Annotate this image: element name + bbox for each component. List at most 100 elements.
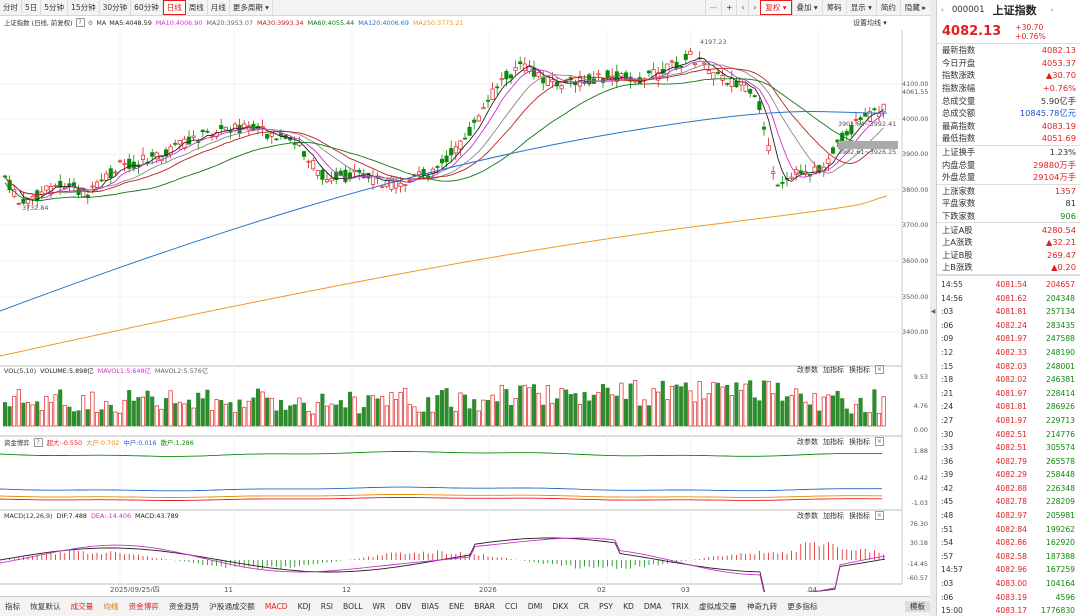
indicator-tab[interactable]: KDJ	[297, 602, 311, 611]
legend-item: MA20:3953.07	[206, 18, 253, 27]
price-block: 4082.13 +30.70 +0.76%	[937, 20, 1080, 44]
indicator-tab[interactable]: BIAS	[421, 602, 439, 611]
period-tab[interactable]: 5分钟	[41, 0, 69, 15]
indicator-tab[interactable]: 成交量	[70, 602, 94, 611]
stat-label: 最低指数	[942, 133, 976, 144]
indicator-tab[interactable]: 虚拟成交量	[698, 602, 737, 611]
indicator-tab[interactable]: OBV	[395, 602, 412, 611]
indicator-tab[interactable]: 更多指标	[787, 602, 818, 611]
indicator-tab[interactable]: MACD	[264, 602, 288, 611]
indicator-tab[interactable]: 神奇九转	[746, 602, 778, 611]
prev-button[interactable]: ‹	[736, 0, 748, 15]
add-indicator-button[interactable]: 加指标	[823, 366, 844, 374]
indicator-tab[interactable]: PSY	[599, 602, 614, 611]
indicator-tab[interactable]: 均线	[103, 602, 119, 611]
volume-bar	[780, 400, 785, 427]
candle-body	[44, 185, 49, 191]
swap-indicator-button[interactable]: 换指标	[849, 512, 870, 520]
candle-body	[370, 176, 376, 185]
period-tab[interactable]: 月线	[208, 0, 230, 15]
indicator-tab[interactable]: DMI	[527, 602, 543, 611]
volume-bar	[117, 412, 123, 427]
toolbar-option-button[interactable]: 叠加 ▾	[791, 0, 822, 15]
legend-item: 超大:-0.550	[46, 439, 83, 447]
indicator-tab[interactable]: DMA	[643, 602, 662, 611]
stat-label: 上A涨跌	[942, 237, 973, 248]
indicator-tab[interactable]: 沪股通成交额	[209, 602, 255, 611]
toolbar-option-button[interactable]: 简约	[875, 0, 900, 15]
close-icon[interactable]: ×	[875, 437, 884, 446]
volume-bar	[844, 408, 849, 427]
indicator-tab[interactable]: CR	[578, 602, 590, 611]
close-icon[interactable]: ×	[875, 365, 884, 374]
candle-body	[329, 177, 334, 182]
candle-body	[16, 203, 21, 205]
period-tab[interactable]: 日线	[162, 0, 186, 15]
chevron-right-icon[interactable]: ›	[1050, 6, 1054, 14]
help-icon[interactable]: ?	[75, 18, 85, 27]
ma-settings-button[interactable]: 设置均线 ▾	[853, 19, 887, 27]
close-icon[interactable]: ×	[875, 511, 884, 520]
candle-body	[439, 158, 445, 164]
indicator-tab[interactable]: ENE	[448, 602, 465, 611]
candle-body	[219, 125, 224, 129]
index-name: 上证指数	[992, 4, 1037, 17]
period-tab[interactable]: 更多周期 ▾	[230, 0, 273, 15]
indicator-tab[interactable]: 资金趋势	[168, 602, 200, 611]
collapse-arrow-icon[interactable]: ◀	[930, 308, 936, 315]
volume-bar	[499, 384, 504, 427]
toolbar-option-button[interactable]: 复权 ▾	[760, 0, 792, 15]
kline-chart[interactable]: 上证指数 (日线, 前复权) ? ⚙ MA MA5:4048.59 MA10:40…	[0, 16, 930, 592]
tick-price: 4082.24	[995, 320, 1027, 330]
indicator-tab[interactable]: BRAR	[474, 602, 495, 611]
chevron-left-icon[interactable]: ‹	[941, 6, 944, 14]
swap-indicator-button[interactable]: 换指标	[849, 438, 870, 446]
indicator-tab[interactable]: 模板	[904, 601, 930, 612]
help-icon[interactable]: ?	[33, 438, 43, 447]
stat-value: 81	[1065, 198, 1076, 209]
period-tab[interactable]: 30分钟	[100, 0, 132, 15]
indicator-tab[interactable]: BOLL	[343, 602, 363, 611]
indicator-tab[interactable]: RSI	[320, 602, 334, 611]
period-tab[interactable]: 15分钟	[68, 0, 100, 15]
period-tab[interactable]: 60分钟	[131, 0, 163, 15]
toolbar-option-button[interactable]: 隐藏 ▸	[899, 0, 930, 15]
candle-body	[734, 80, 739, 88]
period-tab[interactable]: 周线	[186, 0, 208, 15]
volume-bar	[807, 404, 813, 427]
change-param-button[interactable]: 改参数	[797, 438, 818, 446]
indicator-tab[interactable]: 指标	[5, 602, 21, 611]
indicator-tab[interactable]: DKX	[552, 602, 569, 611]
gear-icon[interactable]: ⚙	[87, 18, 94, 27]
volume-bar	[853, 404, 859, 427]
candle-body	[104, 173, 109, 181]
indicator-tab[interactable]: 恢复默认	[30, 602, 61, 611]
change-param-button[interactable]: 改参数	[797, 366, 818, 374]
indicator-tab[interactable]: CCI	[504, 602, 518, 611]
volume-bar	[462, 394, 468, 427]
indicator-tab[interactable]: KD	[623, 602, 634, 611]
add-indicator-button[interactable]: 加指标	[823, 438, 844, 446]
period-tab[interactable]: 5日	[22, 0, 42, 15]
indicator-tab[interactable]: 资金博弈	[128, 602, 159, 611]
candle-body	[99, 179, 104, 182]
toolbar-option-button[interactable]: 筹码	[821, 0, 846, 15]
minus-button[interactable]: —	[704, 0, 722, 15]
swap-indicator-button[interactable]: 换指标	[849, 366, 870, 374]
indicator-tab[interactable]: TRIX	[671, 602, 689, 611]
add-indicator-button[interactable]: 加指标	[823, 512, 844, 520]
tick-volume: 257134	[1046, 307, 1075, 317]
candle-body	[619, 73, 624, 77]
next-button[interactable]: ›	[748, 0, 760, 15]
candle-body	[692, 62, 698, 65]
change-param-button[interactable]: 改参数	[797, 512, 818, 520]
plus-button[interactable]: +	[721, 0, 736, 15]
candle-body	[761, 126, 767, 130]
period-tab[interactable]: 分时	[0, 0, 22, 15]
volume-bar	[16, 389, 21, 427]
ma60-line	[4, 78, 884, 202]
volume-bar	[58, 389, 63, 427]
indicator-tab[interactable]: WR	[372, 602, 386, 611]
volume-bar	[591, 394, 596, 427]
toolbar-option-button[interactable]: 显示 ▾	[845, 0, 876, 15]
